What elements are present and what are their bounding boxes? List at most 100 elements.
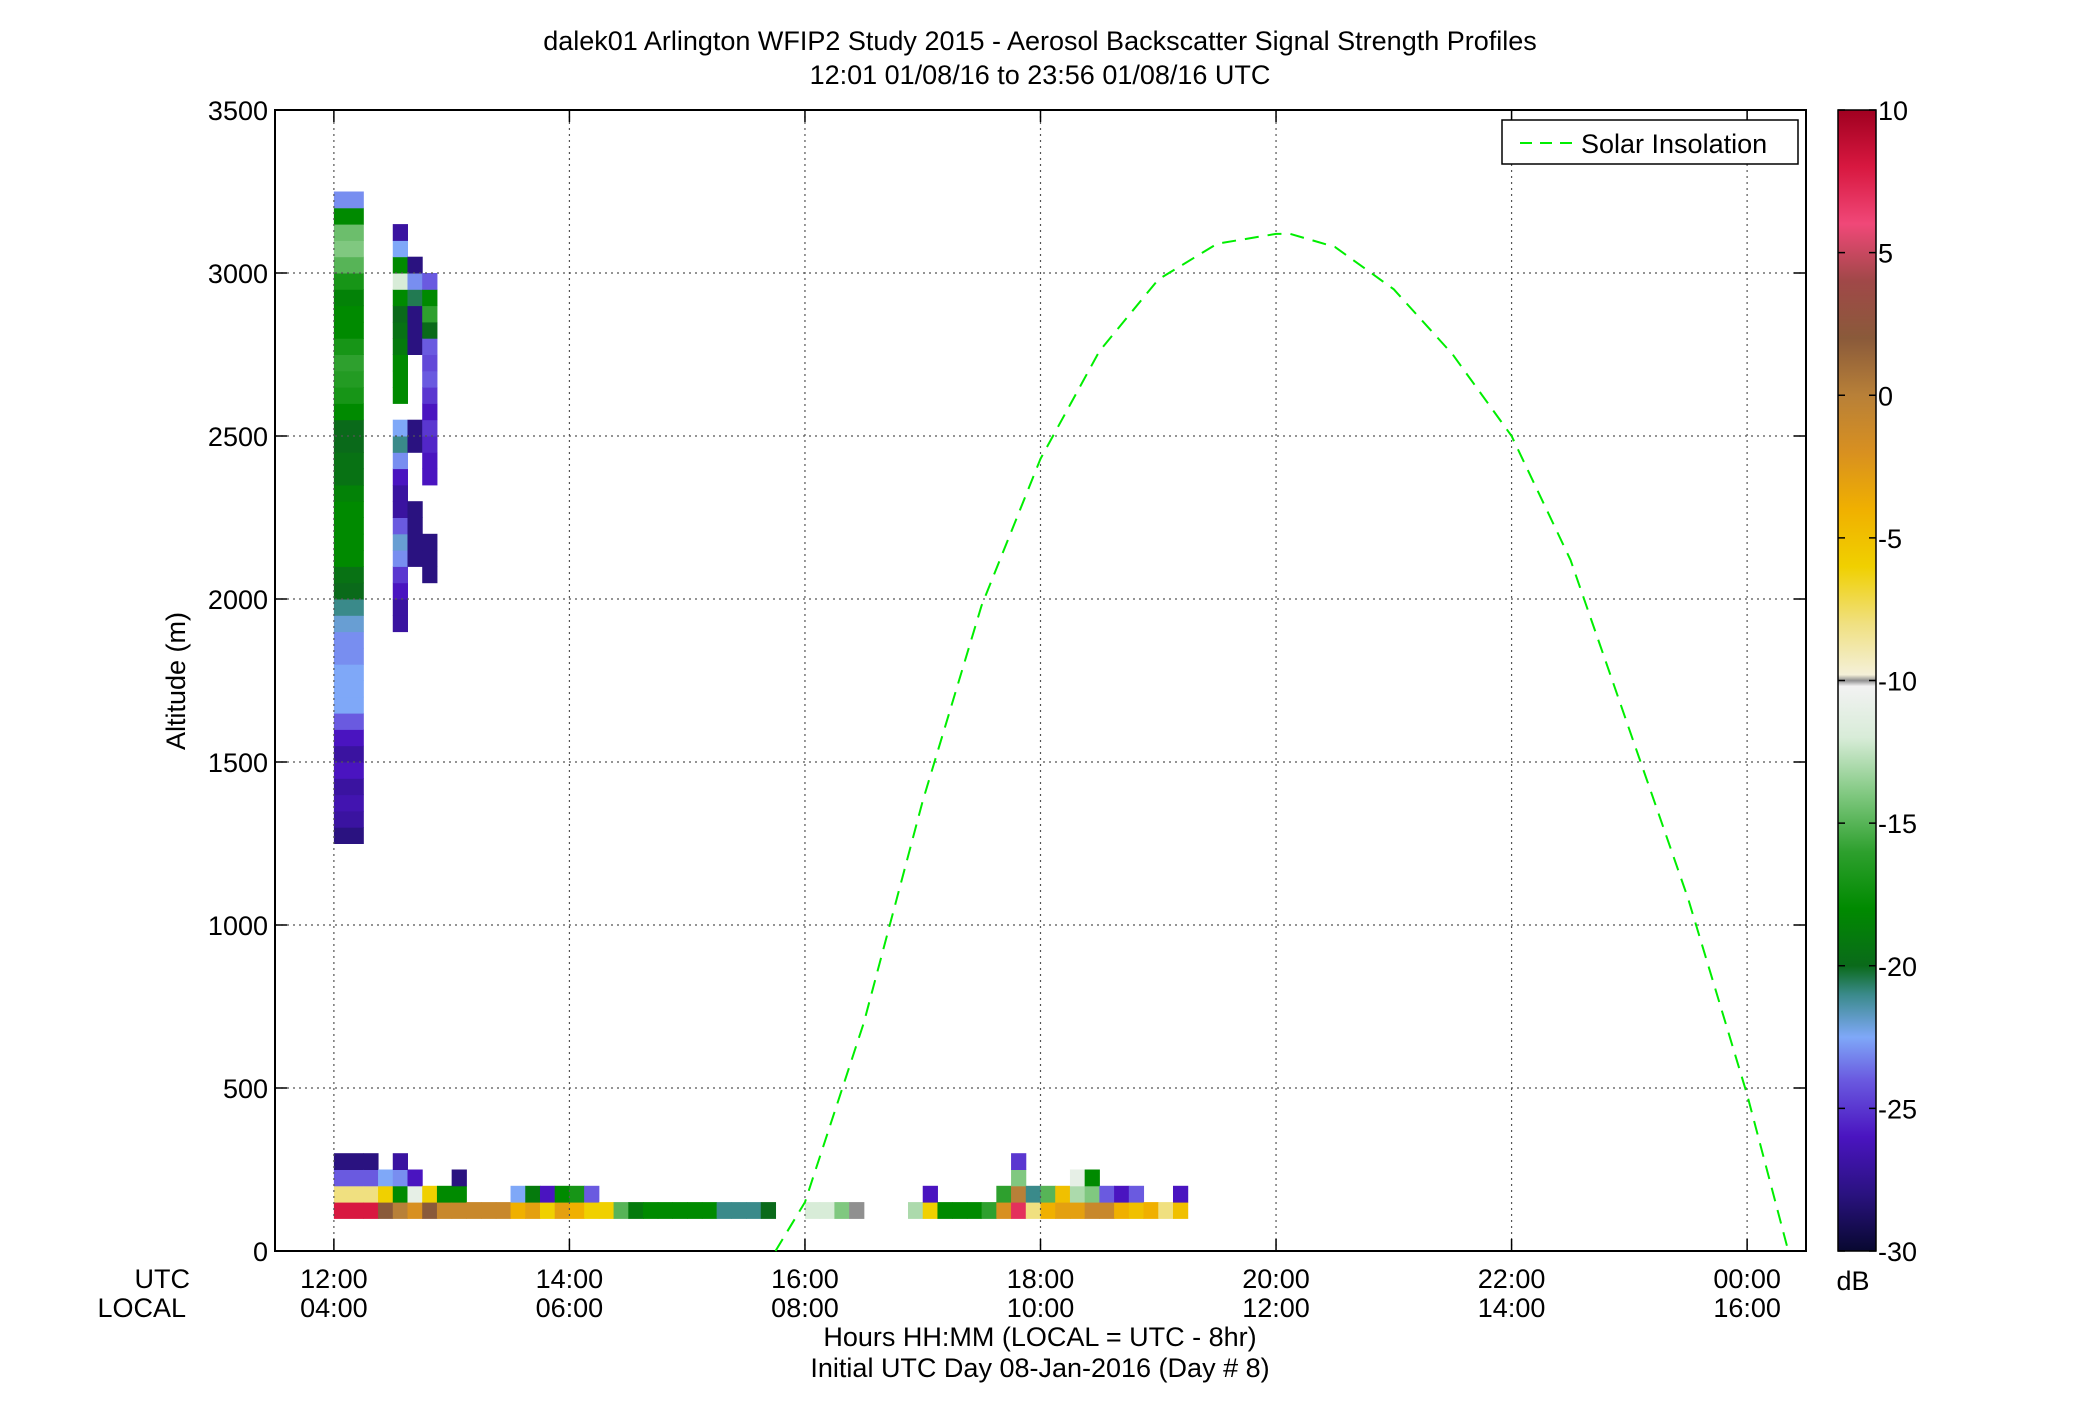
heatmap-cell xyxy=(333,631,364,649)
heatmap-cell xyxy=(333,713,364,730)
heatmap-cell xyxy=(392,256,408,274)
solar-insolation-line xyxy=(774,232,1790,1252)
heatmap-cell xyxy=(392,615,408,633)
x-tick-label-local: 06:00 xyxy=(536,1293,604,1323)
heatmap-cell xyxy=(1011,1169,1027,1187)
heatmap-cell xyxy=(937,1202,953,1219)
colorbar-tick-label: 10 xyxy=(1878,96,1908,126)
heatmap-cell xyxy=(333,501,364,518)
chart-title: dalek01 Arlington WFIP2 Study 2015 - Aer… xyxy=(543,26,1537,56)
heatmap-cell xyxy=(333,370,364,388)
heatmap-cell xyxy=(333,1202,364,1219)
heatmap-cell xyxy=(392,419,408,437)
heatmap-cell xyxy=(422,550,438,567)
heatmap-cell xyxy=(333,762,364,779)
heatmap-cell xyxy=(422,1185,438,1203)
heatmap-cell xyxy=(1069,1185,1086,1203)
heatmap-cell xyxy=(392,321,408,339)
heatmap-cell xyxy=(422,289,438,307)
y-tick-label: 3000 xyxy=(208,259,268,289)
heatmap-cell xyxy=(584,1185,600,1203)
heatmap-cell xyxy=(1011,1202,1027,1219)
heatmap-cell xyxy=(422,436,438,453)
heatmap-cell xyxy=(333,582,364,600)
heatmap-cell xyxy=(333,794,364,812)
x-tick-label-utc: 14:00 xyxy=(536,1264,604,1294)
heatmap-cell xyxy=(392,599,408,616)
heatmap-cell xyxy=(1128,1185,1145,1203)
heatmap-cell xyxy=(422,354,438,372)
heatmap-cell xyxy=(422,370,438,388)
heatmap-cell xyxy=(422,321,438,339)
heatmap-cell xyxy=(333,566,364,584)
heatmap-cell xyxy=(392,224,408,241)
heatmap-cell xyxy=(466,1202,482,1219)
heatmap-cell xyxy=(495,1202,512,1219)
heatmap-cell xyxy=(407,1169,423,1187)
heatmap-cell xyxy=(333,436,364,453)
heatmap-cell xyxy=(687,1202,703,1219)
x-tick-label-utc: 22:00 xyxy=(1478,1264,1546,1294)
heatmap-cell xyxy=(657,1202,673,1219)
heatmap-cell xyxy=(392,370,408,388)
heatmap-cell xyxy=(392,582,408,600)
heatmap-cell xyxy=(1143,1202,1159,1219)
heatmap-cell xyxy=(392,1153,408,1170)
heatmap-cell xyxy=(584,1202,600,1219)
heatmap-cell xyxy=(392,517,408,535)
heatmap-cell xyxy=(407,533,423,551)
x-tick-label-local: 14:00 xyxy=(1478,1293,1546,1323)
heatmap-cell xyxy=(392,305,408,323)
heatmap-cell xyxy=(333,387,364,404)
heatmap-cell xyxy=(525,1185,541,1203)
heatmap-cell xyxy=(333,484,364,502)
x-tick-label-utc: 16:00 xyxy=(771,1264,839,1294)
heatmap-cell xyxy=(333,827,364,844)
heatmap-cell xyxy=(333,403,364,421)
heatmap-cell xyxy=(716,1202,732,1219)
heatmap-cell xyxy=(422,387,438,404)
colorbar-ticks: 10 5 0 -5 -10 -15 -20 -25 -30 xyxy=(1838,96,1917,1267)
heatmap-cell xyxy=(333,452,364,470)
heatmap-cell xyxy=(333,1153,364,1170)
heatmap-cell xyxy=(378,1169,394,1187)
heatmap-cell xyxy=(392,484,408,502)
x-row-label-local: LOCAL xyxy=(97,1293,186,1323)
heatmap-cell xyxy=(1084,1185,1100,1203)
heatmap-cell xyxy=(628,1202,644,1219)
x-tick-label-local: 04:00 xyxy=(300,1293,368,1323)
heatmap-cell xyxy=(333,729,364,747)
heatmap-cell xyxy=(1069,1202,1086,1219)
heatmap-cell xyxy=(996,1202,1012,1219)
heatmap-cells xyxy=(333,191,1189,1219)
heatmap-cell xyxy=(451,1202,467,1219)
y-tick-label: 1000 xyxy=(208,911,268,941)
heatmap-cell xyxy=(333,745,364,763)
heatmap-cell xyxy=(908,1202,924,1219)
heatmap-cell xyxy=(613,1202,629,1219)
heatmap-cell xyxy=(392,387,408,404)
heatmap-cell xyxy=(333,468,364,486)
heatmap-cell xyxy=(392,338,408,355)
heatmap-cell xyxy=(760,1202,777,1219)
heatmap-cell xyxy=(525,1202,541,1219)
heatmap-cell xyxy=(407,1185,423,1203)
heatmap-cell xyxy=(407,436,423,453)
colorbar-tick-label: 5 xyxy=(1878,239,1893,269)
heatmap-cell xyxy=(1099,1202,1115,1219)
heatmap-cell xyxy=(333,207,364,225)
heatmap-cell xyxy=(363,1202,379,1219)
heatmap-cell xyxy=(333,224,364,241)
heatmap-cell xyxy=(333,599,364,616)
heatmap-cell xyxy=(333,550,364,567)
legend-entry-solar-insolation: Solar Insolation xyxy=(1581,129,1767,159)
x-tick-label-utc: 18:00 xyxy=(1007,1264,1075,1294)
heatmap-cell xyxy=(554,1202,570,1219)
heatmap-cell xyxy=(510,1202,526,1219)
heatmap-cell xyxy=(407,338,423,355)
heatmap-cell xyxy=(849,1202,865,1219)
heatmap-cell xyxy=(1084,1202,1100,1219)
colorbar-tick-label: -25 xyxy=(1878,1094,1917,1124)
heatmap-cell xyxy=(422,533,438,551)
heatmap-cell xyxy=(392,501,408,518)
